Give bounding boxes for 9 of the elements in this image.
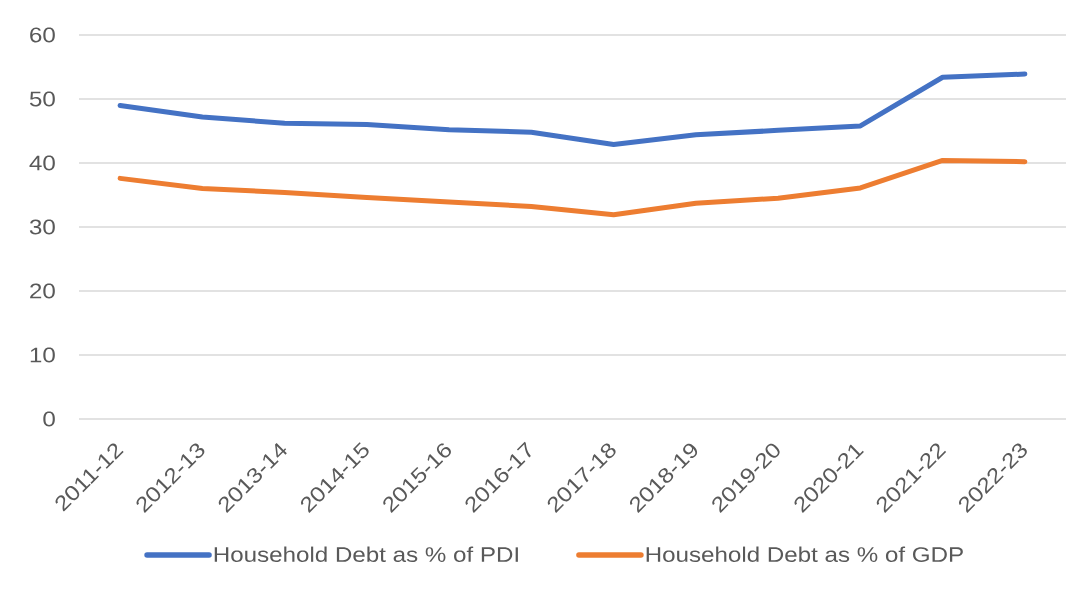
y-tick-label: 50 — [29, 91, 55, 107]
y-tick-label: 0 — [43, 411, 55, 427]
y-tick-label: 60 — [30, 27, 55, 43]
y-tick-label: 30 — [29, 219, 55, 235]
legend-label: Household Debt as % of GDP — [646, 546, 963, 562]
legend-label: Household Debt as % of PDI — [214, 546, 518, 562]
y-tick-label: 20 — [30, 283, 55, 299]
y-tick-label: 40 — [29, 155, 55, 171]
y-tick-label: 10 — [30, 347, 55, 363]
